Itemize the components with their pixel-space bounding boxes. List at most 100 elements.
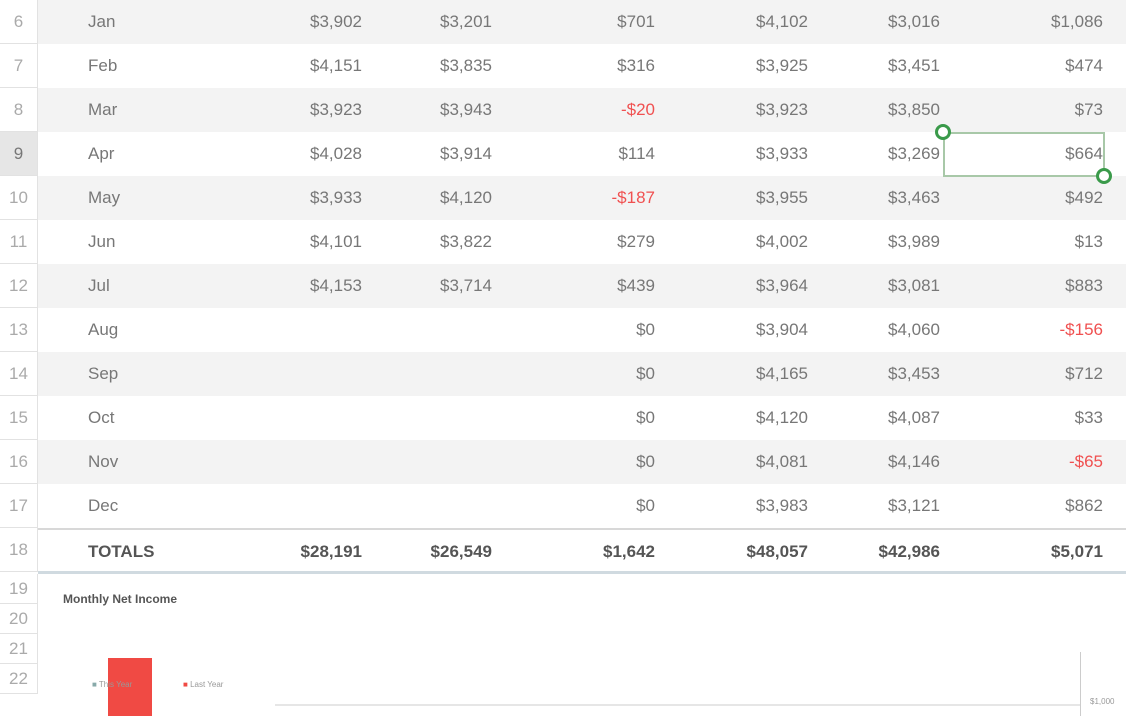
row-header[interactable]: 7	[0, 44, 38, 88]
value-cell[interactable]: $3,081	[888, 276, 940, 295]
value-cell[interactable]: $279	[617, 232, 655, 251]
value-cell[interactable]: $439	[617, 276, 655, 295]
value-cell[interactable]: $4,165	[756, 364, 808, 383]
month-cell[interactable]: Oct	[88, 408, 115, 427]
total-cell[interactable]: $5,071	[1051, 542, 1103, 561]
value-cell[interactable]: $4,087	[888, 408, 940, 427]
value-cell[interactable]: $3,989	[888, 232, 940, 251]
month-cell[interactable]: Apr	[88, 144, 115, 163]
value-cell[interactable]: $4,151	[310, 56, 362, 75]
total-cell[interactable]: $42,986	[878, 542, 940, 561]
month-cell[interactable]: Mar	[88, 100, 118, 119]
value-cell[interactable]: $3,451	[888, 56, 940, 75]
value-cell[interactable]: $4,081	[756, 452, 808, 471]
value-cell[interactable]: $3,463	[888, 188, 940, 207]
value-cell[interactable]: $114	[618, 144, 655, 163]
value-cell[interactable]: $316	[617, 56, 655, 75]
month-cell[interactable]: Jun	[88, 232, 116, 251]
value-cell[interactable]: $3,269	[888, 144, 940, 163]
row-header[interactable]: 8	[0, 88, 38, 132]
value-cell[interactable]	[362, 396, 492, 440]
value-cell[interactable]: $4,060	[888, 320, 940, 339]
value-cell[interactable]: $3,121	[888, 496, 940, 515]
value-cell[interactable]: -$156	[1059, 320, 1103, 339]
value-cell[interactable]: $883	[1065, 276, 1103, 295]
row-header[interactable]: 14	[0, 352, 38, 396]
value-cell[interactable]: $4,028	[310, 144, 362, 163]
row-header[interactable]: 6	[0, 0, 38, 44]
total-cell[interactable]: $28,191	[300, 542, 362, 561]
value-cell[interactable]: $3,964	[756, 276, 808, 295]
selection-handle-start[interactable]	[935, 124, 951, 140]
row-header[interactable]: 11	[0, 220, 38, 264]
month-cell[interactable]: Jul	[88, 276, 110, 295]
value-cell[interactable]	[362, 308, 492, 352]
row-header[interactable]: 13	[0, 308, 38, 352]
value-cell[interactable]: $3,453	[888, 364, 940, 383]
row-header[interactable]: 12	[0, 264, 38, 308]
value-cell[interactable]: $4,002	[756, 232, 808, 251]
row-header[interactable]: 16	[0, 440, 38, 484]
value-cell[interactable]: $0	[636, 364, 655, 383]
row-header[interactable]: 18	[0, 528, 38, 572]
value-cell[interactable]: $4,120	[756, 408, 808, 427]
value-cell[interactable]: $3,923	[310, 100, 362, 119]
value-cell[interactable]: $1,086	[1051, 12, 1103, 31]
row-header[interactable]: 19	[0, 574, 38, 604]
month-cell[interactable]: Jan	[88, 12, 116, 31]
value-cell[interactable]: $492	[1065, 188, 1103, 207]
value-cell[interactable]: $701	[617, 12, 655, 31]
row-header[interactable]: 21	[0, 634, 38, 664]
value-cell[interactable]: $4,153	[310, 276, 362, 295]
value-cell[interactable]: $712	[1065, 364, 1103, 383]
total-cell[interactable]: $1,642	[603, 542, 655, 561]
row-header[interactable]: 17	[0, 484, 38, 528]
row-header[interactable]: 15	[0, 396, 38, 440]
value-cell[interactable]	[232, 440, 362, 484]
month-cell[interactable]: May	[88, 188, 121, 207]
value-cell[interactable]: $4,146	[888, 452, 940, 471]
value-cell[interactable]: $3,914	[440, 144, 492, 163]
value-cell[interactable]: $3,933	[756, 144, 808, 163]
value-cell[interactable]	[232, 396, 362, 440]
value-cell[interactable]: $3,835	[440, 56, 492, 75]
total-cell[interactable]: $48,057	[746, 542, 808, 561]
value-cell[interactable]	[232, 352, 362, 396]
value-cell[interactable]: $664	[1065, 144, 1103, 163]
row-header[interactable]: 10	[0, 176, 38, 220]
total-cell[interactable]: $26,549	[430, 542, 492, 561]
value-cell[interactable]: $3,016	[888, 12, 940, 31]
value-cell[interactable]: $3,925	[756, 56, 808, 75]
value-cell[interactable]: $3,904	[756, 320, 808, 339]
value-cell[interactable]: $862	[1065, 496, 1103, 515]
value-cell[interactable]: $3,201	[440, 12, 492, 31]
row-header[interactable]: 20	[0, 604, 38, 634]
value-cell[interactable]: $3,850	[888, 100, 940, 119]
value-cell[interactable]: $3,983	[756, 496, 808, 515]
value-cell[interactable]	[232, 308, 362, 352]
value-cell[interactable]: -$187	[611, 188, 655, 207]
row-header[interactable]: 22	[0, 664, 38, 694]
month-cell[interactable]: Feb	[88, 56, 118, 75]
value-cell[interactable]: $3,714	[440, 276, 492, 295]
month-cell[interactable]: Nov	[88, 452, 119, 471]
value-cell[interactable]	[362, 352, 492, 396]
value-cell[interactable]: $0	[636, 452, 655, 471]
value-cell[interactable]: $4,101	[310, 232, 362, 251]
value-cell[interactable]: $3,822	[440, 232, 492, 251]
value-cell[interactable]	[362, 440, 492, 484]
value-cell[interactable]: $0	[636, 408, 655, 427]
month-cell[interactable]: Aug	[88, 320, 119, 339]
value-cell[interactable]: $0	[636, 496, 655, 515]
month-cell[interactable]: Dec	[88, 496, 119, 515]
value-cell[interactable]: $13	[1074, 232, 1103, 251]
value-cell[interactable]: $3,933	[310, 188, 362, 207]
value-cell[interactable]	[232, 484, 362, 528]
value-cell[interactable]: -$65	[1068, 452, 1103, 471]
value-cell[interactable]: $3,902	[310, 12, 362, 31]
month-cell[interactable]: Sep	[88, 364, 119, 383]
value-cell[interactable]: -$20	[620, 100, 655, 119]
value-cell[interactable]: $33	[1074, 408, 1103, 427]
value-cell[interactable]: $0	[636, 320, 655, 339]
value-cell[interactable]: $474	[1065, 56, 1103, 75]
